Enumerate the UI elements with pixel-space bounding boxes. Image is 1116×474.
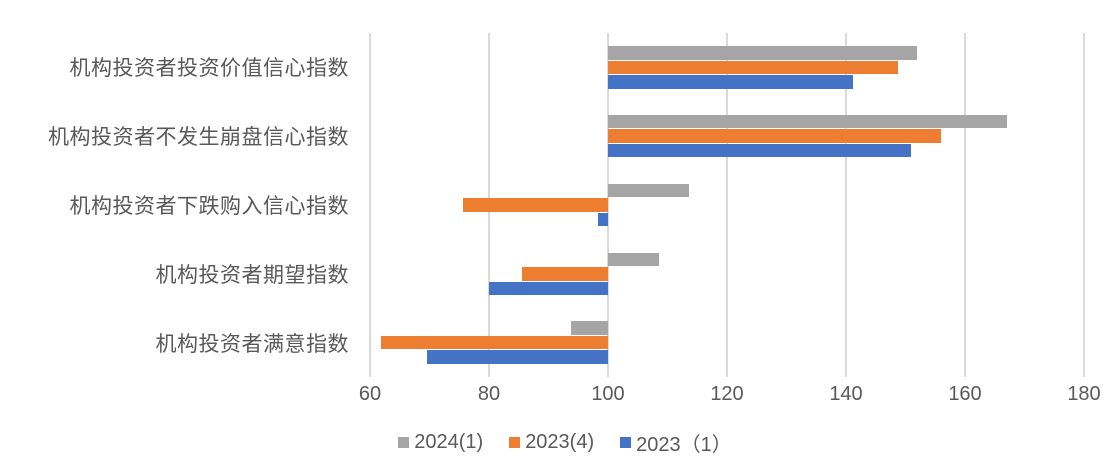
bar-group xyxy=(370,33,1084,102)
category-label: 机构投资者投资价值信心指数 xyxy=(69,57,349,81)
bar xyxy=(426,350,608,364)
x-tick-label: 60 xyxy=(358,383,382,405)
value-axis: 60 80 100 120 140 160 180 xyxy=(359,383,1101,409)
legend-swatch-icon xyxy=(398,437,410,448)
bar xyxy=(608,129,942,143)
bar xyxy=(608,114,1007,129)
x-tick-label: 180 xyxy=(1067,383,1101,405)
plot-area xyxy=(369,33,1085,377)
legend-item: 2024(1) xyxy=(398,431,483,454)
bar xyxy=(521,267,608,281)
gridline xyxy=(845,33,847,377)
x-tick-label: 120 xyxy=(710,383,744,405)
bar xyxy=(381,335,608,350)
bar xyxy=(608,252,659,267)
gridline xyxy=(726,33,728,377)
legend-label: 2023(4) xyxy=(525,431,595,453)
gridline xyxy=(964,33,966,377)
x-tick-label: 80 xyxy=(477,383,501,405)
legend-label: 2024(1) xyxy=(414,431,484,453)
category-label: 机构投资者满意指数 xyxy=(155,332,349,356)
bar xyxy=(608,183,689,198)
gridline xyxy=(369,33,371,377)
category-axis: 机构投资者投资价值信心指数机构投资者不发生崩盘信心指数机构投资者下跌购入信心指数… xyxy=(0,33,349,377)
bar xyxy=(608,60,898,75)
legend-swatch-icon xyxy=(620,437,632,448)
bar-group xyxy=(370,239,1084,308)
bar-group xyxy=(370,102,1084,171)
x-tick-label: 140 xyxy=(829,383,863,405)
gridline xyxy=(1083,33,1085,377)
bar xyxy=(462,198,608,212)
x-tick-label: 100 xyxy=(591,383,625,405)
x-tick-label: 160 xyxy=(948,383,982,405)
legend-item: 2023(4) xyxy=(509,431,594,454)
bar xyxy=(608,143,912,158)
bar xyxy=(608,75,854,89)
legend-label: 2023（1） xyxy=(636,434,732,456)
bar-group xyxy=(370,171,1084,240)
legend-swatch-icon xyxy=(509,437,521,448)
bar xyxy=(489,281,608,296)
category-label: 机构投资者期望指数 xyxy=(155,263,349,287)
bar xyxy=(608,46,918,60)
legend: 2024(1) 2023(4) 2023（1） xyxy=(0,428,1116,457)
legend-item: 2023（1） xyxy=(620,428,732,457)
gridline xyxy=(607,33,609,377)
category-label: 机构投资者下跌购入信心指数 xyxy=(69,194,349,218)
bar xyxy=(571,321,608,335)
bar-group xyxy=(370,308,1084,377)
category-label: 机构投资者不发生崩盘信心指数 xyxy=(48,126,349,150)
bar xyxy=(597,212,608,227)
